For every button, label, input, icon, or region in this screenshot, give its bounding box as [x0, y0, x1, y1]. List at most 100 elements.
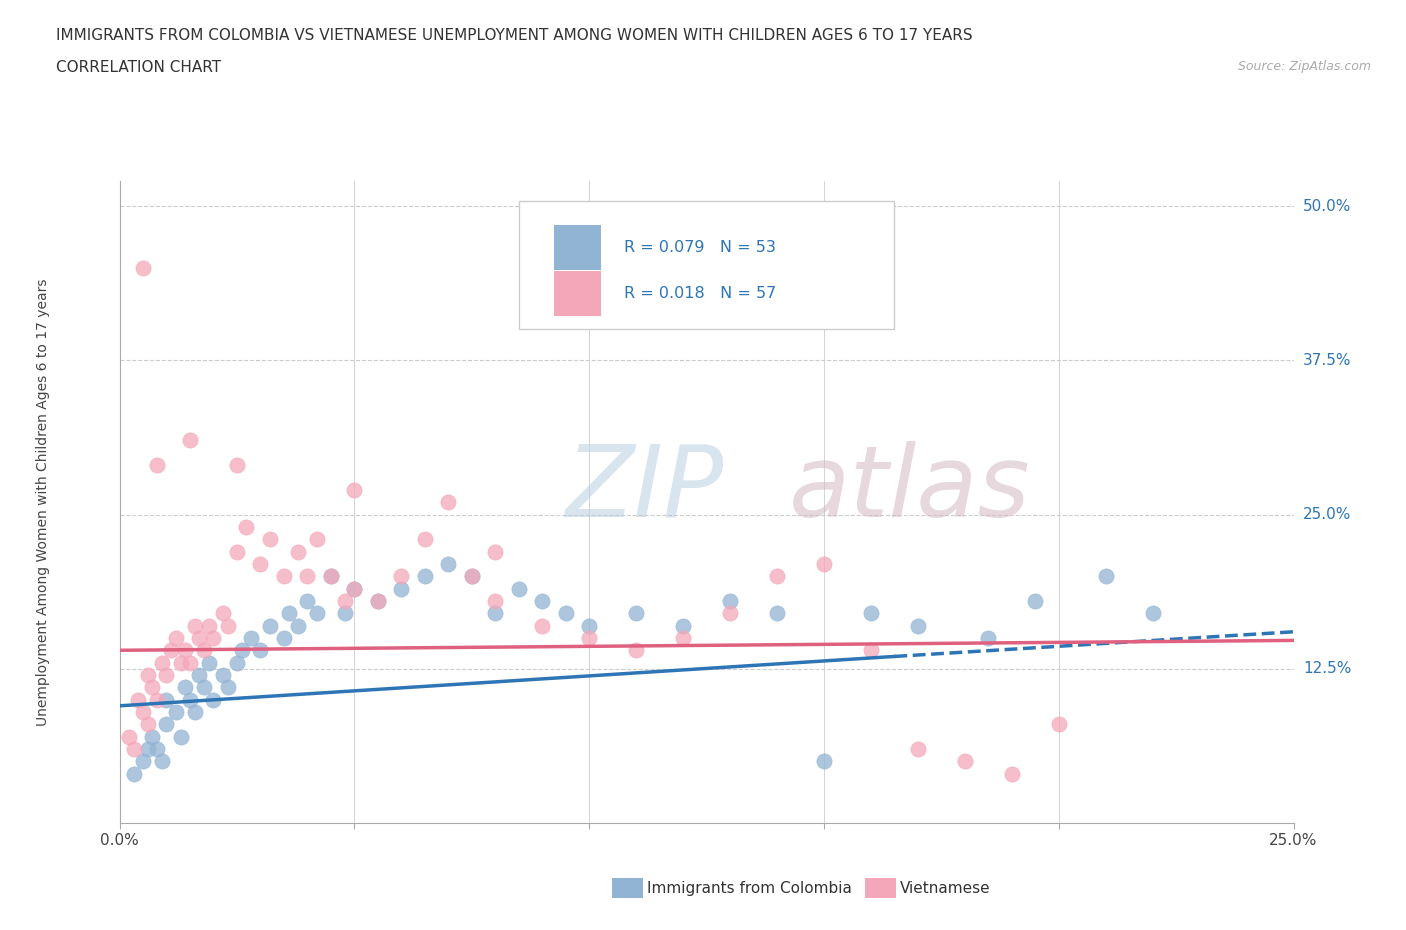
Point	[179, 433, 201, 448]
Text: Immigrants from Colombia: Immigrants from Colombia	[647, 881, 852, 896]
Point	[624, 643, 647, 658]
Point	[859, 605, 882, 620]
Point	[484, 544, 506, 559]
Point	[132, 754, 155, 769]
Point	[235, 520, 257, 535]
Point	[183, 705, 205, 720]
Point	[672, 618, 695, 633]
Point	[188, 668, 211, 683]
Text: 37.5%: 37.5%	[1303, 352, 1351, 367]
Point	[240, 631, 263, 645]
Point	[672, 631, 695, 645]
Point	[531, 618, 554, 633]
Point	[297, 569, 319, 584]
Text: Vietnamese: Vietnamese	[900, 881, 990, 896]
Point	[1001, 766, 1024, 781]
Point	[249, 556, 271, 571]
Point	[333, 593, 356, 608]
Point	[127, 692, 149, 707]
Text: atlas: atlas	[789, 441, 1031, 538]
Point	[460, 569, 484, 584]
Point	[169, 729, 191, 744]
Point	[277, 605, 299, 620]
Point	[305, 605, 328, 620]
Point	[188, 631, 211, 645]
Point	[179, 692, 201, 707]
Text: IMMIGRANTS FROM COLOMBIA VS VIETNAMESE UNEMPLOYMENT AMONG WOMEN WITH CHILDREN AG: IMMIGRANTS FROM COLOMBIA VS VIETNAMESE U…	[56, 28, 973, 43]
Point	[136, 717, 159, 732]
Point	[389, 581, 412, 596]
Point	[174, 680, 197, 695]
Point	[484, 593, 506, 608]
Point	[1094, 569, 1116, 584]
Text: R = 0.079   N = 53: R = 0.079 N = 53	[624, 240, 776, 255]
FancyBboxPatch shape	[519, 201, 894, 329]
Point	[437, 556, 460, 571]
Point	[333, 605, 356, 620]
Point	[165, 705, 187, 720]
Point	[174, 643, 197, 658]
Point	[953, 754, 976, 769]
Point	[437, 495, 460, 510]
Point	[813, 754, 835, 769]
Point	[1142, 605, 1164, 620]
Point	[343, 581, 366, 596]
Point	[118, 729, 141, 744]
Point	[287, 618, 309, 633]
Point	[297, 593, 319, 608]
Point	[197, 656, 219, 671]
Point	[319, 569, 342, 584]
Point	[141, 680, 163, 695]
Text: CORRELATION CHART: CORRELATION CHART	[56, 60, 221, 75]
Point	[554, 605, 576, 620]
Point	[249, 643, 271, 658]
Text: 50.0%: 50.0%	[1303, 198, 1351, 214]
Point	[150, 656, 173, 671]
Point	[766, 605, 789, 620]
Point	[305, 532, 328, 547]
Point	[231, 643, 253, 658]
Point	[1047, 717, 1070, 732]
Point	[155, 692, 177, 707]
Point	[578, 618, 600, 633]
FancyBboxPatch shape	[554, 225, 600, 270]
Point	[343, 581, 366, 596]
Point	[367, 593, 389, 608]
Point	[977, 631, 1000, 645]
Text: R = 0.018   N = 57: R = 0.018 N = 57	[624, 286, 776, 301]
Point	[907, 618, 929, 633]
Point	[225, 656, 249, 671]
Point	[146, 741, 169, 756]
Point	[197, 618, 219, 633]
Point	[578, 631, 600, 645]
Point	[273, 569, 295, 584]
Point	[225, 458, 249, 472]
Point	[217, 680, 239, 695]
Point	[766, 569, 789, 584]
Point	[169, 656, 191, 671]
Point	[136, 741, 159, 756]
Point	[150, 754, 173, 769]
Point	[484, 605, 506, 620]
Point	[132, 705, 155, 720]
Point	[259, 618, 281, 633]
Point	[132, 260, 155, 275]
Point	[367, 593, 389, 608]
Text: Unemployment Among Women with Children Ages 6 to 17 years: Unemployment Among Women with Children A…	[37, 278, 51, 726]
Point	[718, 593, 741, 608]
Text: 12.5%: 12.5%	[1303, 661, 1351, 676]
Point	[183, 618, 205, 633]
Point	[193, 643, 215, 658]
Text: 25.0%: 25.0%	[1303, 507, 1351, 522]
Point	[146, 458, 169, 472]
Point	[343, 483, 366, 498]
Point	[1024, 593, 1046, 608]
Point	[202, 692, 225, 707]
Point	[122, 766, 145, 781]
Point	[179, 656, 201, 671]
Point	[259, 532, 281, 547]
Point	[413, 532, 436, 547]
Point	[211, 605, 233, 620]
Point	[319, 569, 342, 584]
Point	[155, 717, 177, 732]
